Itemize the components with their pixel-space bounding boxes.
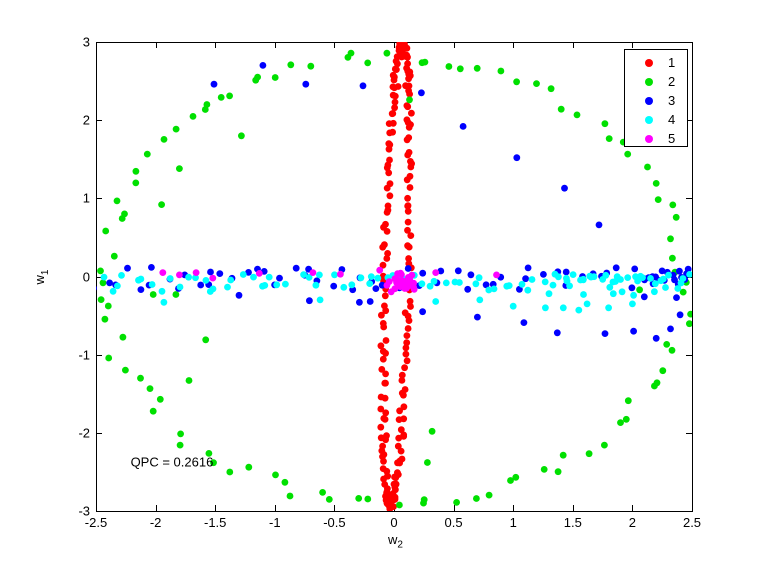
series-1-points [377, 42, 415, 511]
legend-entry-5: 5 [625, 129, 687, 148]
y-tick-label-3: 3 [82, 34, 90, 50]
x-tick-label--2: -2 [149, 515, 162, 530]
x-tick-label--2.5: -2.5 [84, 515, 108, 530]
x-tick-label-0: 0 [390, 515, 398, 530]
series-3-points [96, 62, 692, 342]
legend-label-4: 4 [668, 112, 676, 127]
x-tick-label--1.5: -1.5 [203, 515, 227, 530]
series-5-points [159, 266, 500, 296]
x-tick-label--1: -1 [269, 515, 281, 530]
y-tick-label--1: -1 [78, 347, 90, 363]
y-tick-label-2: 2 [82, 112, 90, 128]
legend-entry-4: 4 [625, 110, 687, 129]
y-tick-label-0: 0 [82, 269, 90, 284]
x-tick-label-1.5: 1.5 [563, 515, 582, 530]
y-tick-label--3: -3 [78, 503, 90, 519]
legend-marker-4 [645, 115, 653, 124]
legend-marker-1 [645, 58, 653, 67]
scatter-points [96, 42, 692, 511]
legend-label-3: 3 [668, 93, 676, 108]
qpc-annotation: QPC = 0.2616 [130, 454, 214, 470]
x-axis-label-base: w [388, 532, 398, 547]
x-tick-label-2: 2 [628, 515, 637, 530]
x-tick-label-1: 1 [509, 515, 517, 530]
legend-label-5: 5 [668, 131, 676, 146]
x-axis-label-subscript: 2 [397, 539, 403, 551]
y-axis-label: w1 [32, 270, 51, 285]
y-tick-label--2: -2 [78, 425, 90, 441]
legend-marker-3 [645, 96, 653, 105]
legend-entry-3: 3 [625, 91, 687, 110]
series-2-points [97, 49, 692, 509]
legend-label-1: 1 [668, 55, 676, 70]
x-tick-label-2.5: 2.5 [682, 515, 702, 530]
legend-marker-2 [645, 77, 653, 86]
legend-marker-5 [645, 134, 653, 143]
y-axis-label-base: w [32, 275, 48, 285]
y-tick-label-1: 1 [82, 190, 90, 206]
legend-entry-2: 2 [625, 72, 687, 91]
legend-entry-1: 1 [625, 53, 687, 72]
legend-label-2: 2 [668, 74, 676, 89]
x-tick-label-0.5: 0.5 [444, 515, 463, 530]
x-axis-label: w2 [388, 532, 403, 551]
x-tick-label--0.5: -0.5 [323, 515, 346, 530]
y-axis-label-subscript: 1 [39, 269, 51, 276]
legend[interactable]: 1 2 3 4 5 [624, 49, 688, 147]
